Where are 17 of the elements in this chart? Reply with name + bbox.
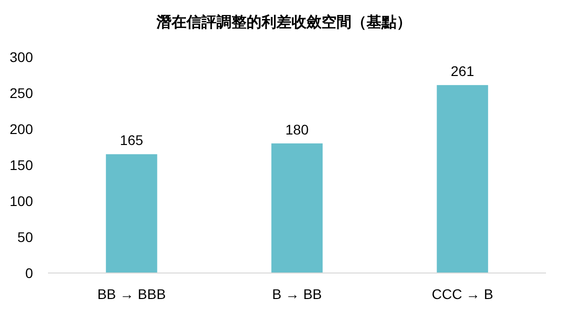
y-tick-label: 0	[25, 264, 34, 281]
x-tick-label: CCC → B	[432, 286, 494, 302]
y-tick-label: 250	[10, 84, 34, 101]
chart-title: 潛在信評調整的利差收斂空間（基點）	[156, 13, 412, 31]
x-tick-label: B → BB	[272, 286, 322, 302]
data-label: 180	[285, 121, 309, 138]
x-tick-label: BB → BBB	[97, 286, 166, 302]
data-label: 261	[450, 63, 474, 80]
y-tick-label: 50	[17, 228, 34, 245]
bar	[271, 143, 323, 273]
y-tick-label: 200	[10, 120, 34, 137]
bar	[436, 85, 488, 273]
y-tick-label: 150	[10, 156, 34, 173]
data-label: 165	[120, 132, 144, 148]
y-tick-label: 100	[10, 192, 34, 209]
y-tick-label: 300	[10, 48, 34, 65]
bar	[106, 154, 158, 273]
